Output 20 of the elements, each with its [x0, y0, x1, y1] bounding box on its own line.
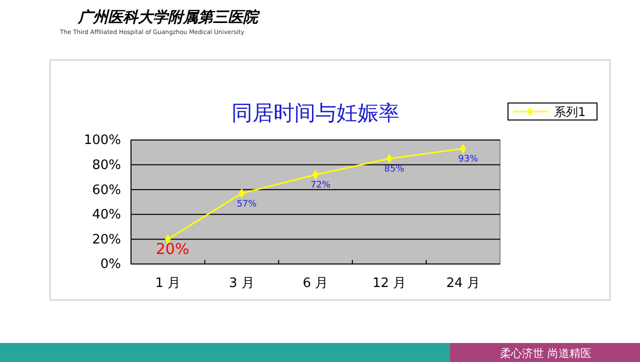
data-label: 85% — [384, 164, 405, 175]
y-tick-label: 100% — [84, 133, 121, 148]
data-label: 20% — [156, 240, 190, 258]
x-tick-label: 1 月 — [155, 276, 181, 292]
data-label: 93% — [458, 154, 479, 165]
y-tick-label: 20% — [92, 232, 121, 248]
x-tick-label: 24 月 — [446, 276, 480, 292]
data-label: 57% — [236, 199, 258, 210]
data-label: 72% — [310, 180, 331, 191]
y-tick-label: 60% — [92, 182, 121, 198]
text: 柔心济世 尚道精医 — [500, 347, 592, 360]
legend-label: 系列1 — [554, 105, 586, 119]
x-tick-label: 6 月 — [302, 276, 328, 292]
text: 广州医科大学附属第三医院 — [77, 8, 261, 26]
chart-title: 同居时间与妊娠率 — [232, 101, 400, 125]
x-tick-label: 3 月 — [228, 276, 254, 292]
x-tick-label: 12 月 — [372, 276, 406, 292]
y-tick-label: 80% — [92, 158, 121, 173]
y-tick-label: 40% — [92, 208, 121, 223]
y-tick-label: 0% — [100, 257, 121, 272]
